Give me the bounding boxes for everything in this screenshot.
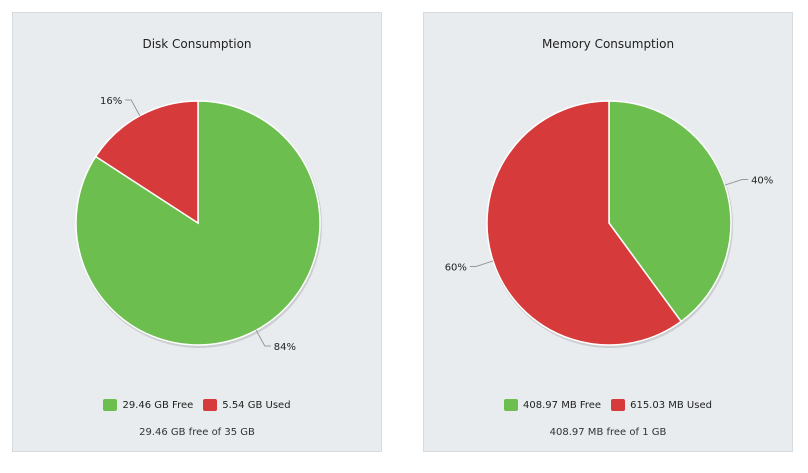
memory-pie-chart: 40% 60%	[445, 100, 773, 348]
chart-title: Memory Consumption	[541, 37, 675, 51]
legend-swatch-used	[203, 399, 218, 411]
slice-percent-label: 40%	[751, 175, 773, 186]
legend-item-free[interactable]: 29.46 GB Free	[103, 399, 193, 411]
disk-consumption-panel: Disk Consumption 84% 16% 29.46 GB Free 5.…	[12, 12, 382, 452]
legend-label-free: 408.97 MB Free	[523, 399, 602, 411]
legend-label-free: 29.46 GB Free	[122, 399, 194, 411]
legend-item-free[interactable]: 408.97 MB Free	[504, 399, 601, 411]
legend-item-used[interactable]: 615.03 MB Used	[611, 399, 712, 411]
slice-label-connector	[724, 178, 749, 186]
disk-pie-chart: 84% 16%	[75, 96, 322, 353]
legend-label-used: 615.03 MB Used	[630, 399, 712, 411]
slice-percent-label: 60%	[445, 263, 467, 274]
legend-swatch-free	[504, 399, 519, 411]
pie-slice-used[interactable]	[486, 100, 683, 346]
legend-swatch-used	[611, 399, 626, 411]
legend-item-used[interactable]: 5.54 GB Used	[203, 399, 291, 411]
slice-label-connector	[255, 329, 271, 347]
slice-label-connector	[125, 99, 141, 117]
legend-swatch-free	[103, 399, 118, 411]
usage-summary: 29.46 GB free of 35 GB	[139, 427, 255, 438]
chart-legend: 408.97 MB Free 615.03 MB Used	[424, 399, 792, 411]
chart-legend: 29.46 GB Free 5.54 GB Used	[13, 399, 381, 411]
usage-summary: 408.97 MB free of 1 GB	[549, 427, 667, 438]
legend-label-used: 5.54 GB Used	[222, 399, 291, 411]
slice-percent-label: 84%	[274, 342, 296, 353]
slice-percent-label: 16%	[100, 96, 122, 107]
chart-title: Disk Consumption	[142, 37, 252, 51]
slice-label-connector	[469, 260, 494, 268]
memory-consumption-panel: Memory Consumption 40% 60% 408.97 MB Free…	[423, 12, 793, 452]
